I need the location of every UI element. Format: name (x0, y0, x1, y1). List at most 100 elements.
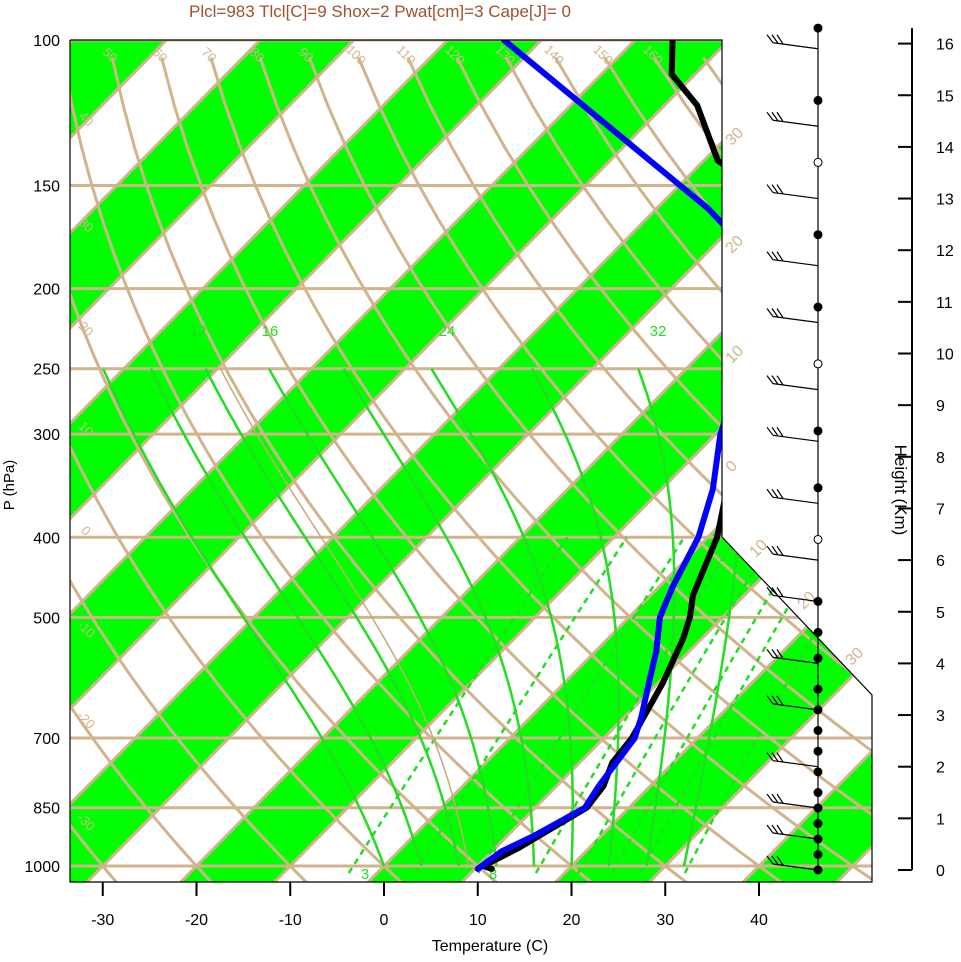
temperature-band-label: -20 (74, 708, 98, 732)
wind-level-dot (814, 747, 822, 755)
isotherm-line (836, 2, 961, 883)
temperature-tick-label: -30 (91, 912, 114, 929)
pressure-tick-label: 700 (33, 731, 60, 748)
wind-level-dot (814, 303, 822, 311)
pressure-tick-label: 300 (33, 427, 60, 444)
wind-level-dot (814, 158, 822, 166)
wind-barb (773, 435, 818, 441)
wind-barb-feather (767, 427, 773, 435)
wind-barb-feather (767, 252, 773, 260)
mixing-ratio-label: 32 (650, 323, 667, 340)
height-tick-label: 0 (936, 863, 945, 880)
wind-barb-feather (767, 112, 773, 120)
wind-barb (773, 193, 818, 199)
height-tick-label: 14 (936, 140, 954, 157)
wind-level-dot (814, 820, 822, 828)
wind-barb-feather (767, 376, 773, 384)
height-tick-label: 15 (936, 88, 954, 105)
temperature-band-label: 110 (394, 42, 419, 67)
wind-level-dot (814, 96, 822, 104)
height-tick-label: 9 (936, 398, 945, 415)
wind-barb-feather (767, 794, 773, 802)
y-axis-label: P (hPa) (1, 460, 18, 511)
wind-barb-feather (767, 309, 773, 317)
height-tick-label: 4 (936, 656, 945, 673)
temperature-band-label: 0 (723, 458, 741, 476)
mixing-ratio-label: 12 (190, 323, 207, 340)
height-tick-label: 10 (936, 347, 954, 364)
pressure-tick-label: 500 (33, 610, 60, 627)
pressure-tick-label: 200 (33, 282, 60, 299)
pressure-axis: 100 150 200 250 300 400 500 700 850 1000 (24, 33, 60, 876)
wind-barb (773, 384, 818, 390)
wind-barb (773, 554, 818, 560)
pressure-tick-label: 850 (33, 801, 60, 818)
wind-level-dot (814, 484, 822, 492)
wind-barb (773, 43, 818, 49)
wind-level-dot (814, 231, 822, 239)
wind-barb-feather (767, 185, 773, 193)
height-tick-label: 8 (936, 450, 945, 467)
wind-barb-feather (767, 649, 773, 657)
temperature-band-label: 10 (723, 342, 748, 367)
pressure-tick-label: 150 (33, 178, 60, 195)
x-axis-label: Temperature (C) (432, 938, 548, 955)
wind-barb (773, 761, 818, 767)
dry-adiabat-line (949, 58, 961, 884)
temperature-tick-label: 10 (469, 912, 487, 929)
height-tick-label: 6 (936, 553, 945, 570)
temperature-band-label: 30 (843, 644, 868, 669)
isotherm-line (929, 2, 961, 883)
wind-level-dot (814, 789, 822, 797)
dry-adiabat-line (753, 58, 961, 884)
wind-level-dot (814, 727, 822, 735)
wind-level-dot (814, 360, 822, 368)
pressure-tick-label: 100 (33, 33, 60, 50)
mixing-ratio-label: 24 (439, 323, 456, 340)
temperature-band-label: 30 (723, 124, 748, 149)
temperature-band-label: 70 (199, 44, 220, 65)
chart-title: Plcl=983 Tlcl[C]=9 Shox=2 Pwat[cm]=3 Cap… (189, 2, 571, 21)
wind-level-dot (814, 24, 822, 32)
wind-barb-feather (767, 35, 773, 43)
height-tick-label: 12 (936, 243, 954, 260)
temperature-band (0, 2, 16, 883)
pressure-tick-label: 250 (33, 362, 60, 379)
wind-level-dot (814, 654, 822, 662)
height-tick-label: 11 (936, 295, 953, 312)
wind-barb-feather (767, 489, 773, 497)
height-tick-label: 3 (936, 708, 945, 725)
wind-level-dot (814, 851, 822, 859)
isotherm-line (0, 2, 16, 883)
temperature-tick-label: 30 (656, 912, 674, 929)
wind-barb (773, 120, 818, 126)
temperature-tick-label: -10 (279, 912, 302, 929)
wind-barb-feather (767, 825, 773, 833)
temperature-tick-label: 0 (380, 912, 389, 929)
height-tick-label: 1 (936, 811, 945, 828)
temperature-tick-label: -20 (185, 912, 208, 929)
temperature-band-label: 140 (541, 42, 567, 68)
mixing-ratio-label: 16 (262, 323, 279, 340)
pressure-tick-label: 1000 (24, 859, 60, 876)
height-tick-label: 16 (936, 37, 954, 54)
wind-level-dot (814, 427, 822, 435)
mixing-ratio-label: 3 (361, 866, 369, 883)
wind-level-dot (814, 685, 822, 693)
pressure-tick-label: 400 (33, 530, 60, 547)
height-tick-label: 2 (936, 760, 945, 777)
wind-barb (773, 260, 818, 266)
temperature-band (929, 2, 961, 883)
height-tick-label: 13 (936, 192, 954, 209)
wind-barb (773, 317, 818, 323)
temperature-band-label: 20 (723, 232, 748, 257)
temperature-tick-label: 40 (750, 912, 768, 929)
wind-level-dot (814, 628, 822, 636)
wind-barb (773, 497, 818, 503)
height-tick-label: 7 (936, 501, 945, 518)
wind-level-dot (814, 768, 822, 776)
height-axis-label: Height (Km) (891, 445, 910, 536)
